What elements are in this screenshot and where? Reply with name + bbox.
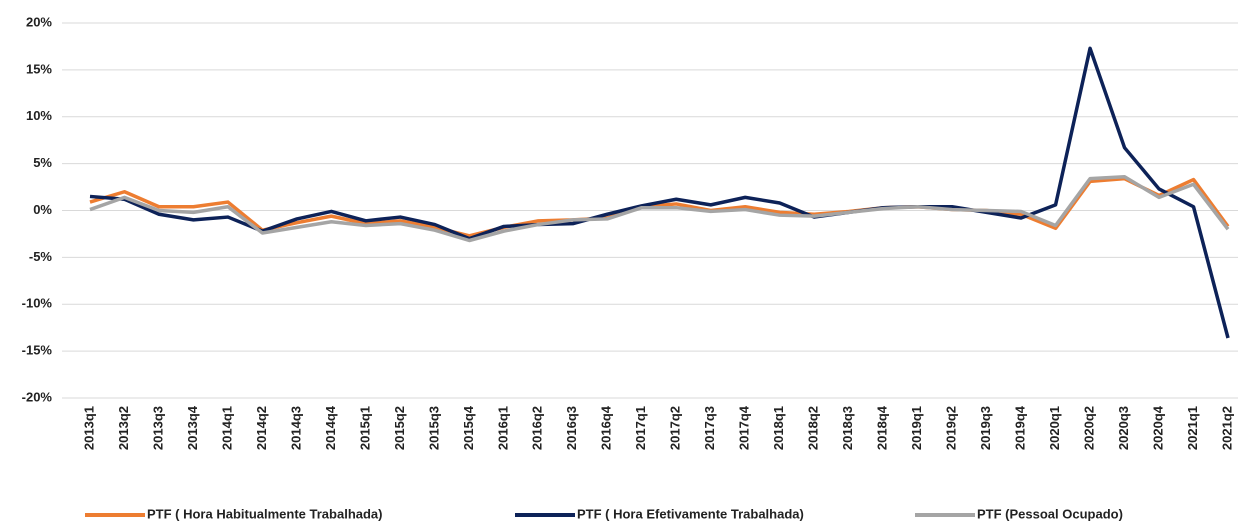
series-line <box>89 46 1230 339</box>
legend-label: PTF (Pessoal Ocupado) <box>977 506 1123 521</box>
y-tick-label: -5% <box>29 249 53 264</box>
x-tick-label: 2018q1 <box>771 406 786 450</box>
y-tick-label: -15% <box>22 343 53 358</box>
x-tick-label: 2014q2 <box>254 406 269 450</box>
y-tick-label: 5% <box>33 155 52 170</box>
x-tick-label: 2014q3 <box>288 406 303 450</box>
x-tick-label: 2020q1 <box>1047 406 1062 450</box>
x-tick-label: 2015q1 <box>357 406 372 450</box>
x-tick-label: 2016q1 <box>495 406 510 450</box>
y-tick-label: 15% <box>26 61 52 76</box>
x-tick-label: 2015q4 <box>461 405 476 450</box>
x-tick-label: 2019q1 <box>909 406 924 450</box>
x-tick-label: 2016q3 <box>564 406 579 450</box>
x-tick-label: 2021q2 <box>1219 406 1234 450</box>
legend-label: PTF ( Hora Efetivamente Trabalhada) <box>577 506 804 521</box>
x-tick-label: 2017q1 <box>633 406 648 450</box>
x-tick-label: 2018q3 <box>840 406 855 450</box>
series-line <box>89 175 1230 243</box>
x-tick-label: 2021q1 <box>1185 406 1200 450</box>
y-tick-label: 10% <box>26 108 52 123</box>
y-tick-label: 0% <box>33 202 52 217</box>
x-tick-label: 2018q2 <box>806 406 821 450</box>
x-tick-label: 2013q4 <box>185 405 200 450</box>
x-tick-label: 2013q1 <box>81 406 96 450</box>
legend-label: PTF ( Hora Habitualmente Trabalhada) <box>147 506 383 521</box>
x-tick-label: 2018q4 <box>875 405 890 450</box>
x-tick-label: 2014q1 <box>219 406 234 450</box>
x-tick-label: 2015q2 <box>392 406 407 450</box>
x-tick-label: 2019q2 <box>944 406 959 450</box>
y-tick-label: -10% <box>22 296 53 311</box>
y-tick-label: -20% <box>22 389 53 404</box>
x-tick-label: 2016q4 <box>599 405 614 450</box>
x-tick-label: 2017q2 <box>668 406 683 450</box>
x-tick-label: 2017q3 <box>702 406 717 450</box>
x-tick-label: 2019q4 <box>1013 405 1028 450</box>
x-tick-label: 2013q3 <box>150 406 165 450</box>
x-tick-label: 2019q3 <box>978 406 993 450</box>
x-tick-label: 2016q2 <box>530 406 545 450</box>
x-tick-label: 2020q2 <box>1081 406 1096 450</box>
x-tick-label: 2014q4 <box>323 405 338 450</box>
x-tick-label: 2015q3 <box>426 406 441 450</box>
x-tick-label: 2020q3 <box>1116 406 1131 450</box>
x-tick-label: 2013q2 <box>116 406 131 450</box>
x-tick-label: 2017q4 <box>737 405 752 450</box>
x-tick-label: 2020q4 <box>1150 405 1165 450</box>
y-tick-label: 20% <box>26 14 52 29</box>
